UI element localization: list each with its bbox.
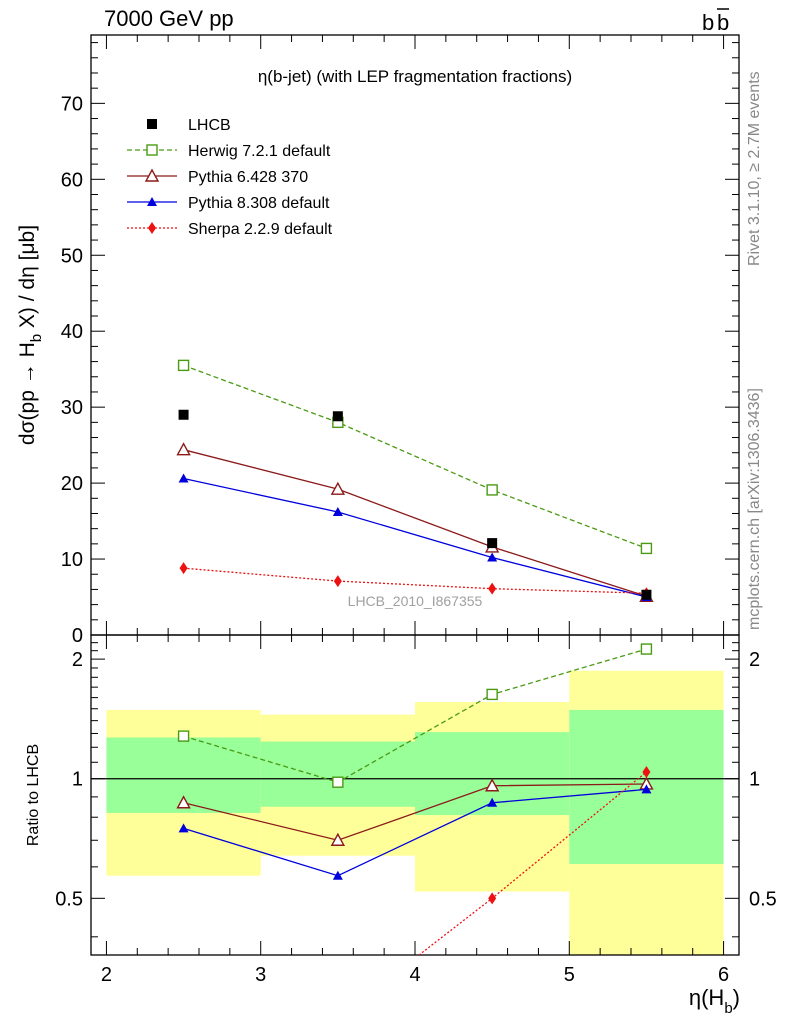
main-series-1-line	[183, 449, 647, 597]
ratio-series-0-point	[640, 643, 653, 655]
main-series-1-point	[176, 442, 191, 456]
ratio-series-3-point	[642, 765, 651, 778]
ratio-series-0-line	[183, 648, 647, 783]
ratio-series-3-point	[334, 1012, 342, 1024]
y-tick-label: 20	[61, 473, 83, 495]
legend-marker	[147, 119, 157, 129]
x-tick-label: 2	[101, 964, 112, 986]
main-series-3-line	[183, 567, 647, 594]
y-tick-label: 0	[72, 625, 83, 647]
x-tick-label: 4	[409, 964, 420, 986]
energy-label: 7000 GeV pp	[104, 6, 234, 31]
ratio-series-1-point	[484, 778, 500, 792]
y-tick-label: 40	[61, 321, 83, 343]
ratio-series-2-line	[183, 788, 647, 877]
ratio-series-3-point	[180, 980, 188, 992]
main-series-3-point	[488, 582, 497, 595]
legend-entry: LHCB	[147, 117, 231, 134]
process-label: b b	[702, 8, 729, 35]
legend-label: LHCB	[188, 117, 231, 134]
legend-label: Pythia 8.308 default	[188, 195, 330, 212]
svg-text:Ratio to LHCB: Ratio to LHCB	[25, 744, 42, 846]
ratio-series-1-line	[183, 783, 647, 841]
ratio-series-1-point	[176, 795, 191, 809]
legend-label: Sherpa 2.2.9 default	[188, 221, 333, 238]
main-series-group	[176, 359, 654, 602]
ratio-series-1-point	[330, 832, 346, 846]
legend-label: Pythia 6.428 370	[188, 169, 308, 186]
main-axis-ticks: 0 10 20 30 40 50 60 70	[61, 35, 739, 647]
main-y-axis-label: dσ(pp → Hb X) / dη [μb]	[16, 225, 45, 445]
legend-entry: Herwig 7.2.1 default	[127, 143, 331, 160]
legend-marker	[147, 197, 157, 206]
main-series-3-point	[333, 575, 342, 588]
legend-entry: Pythia 8.308 default	[127, 195, 330, 212]
ratio-series-0-point	[486, 688, 498, 701]
legend-marker	[144, 168, 160, 182]
ratio-y-axis-label: Ratio to LHCB	[25, 744, 42, 846]
ratio-series-2-point	[487, 797, 498, 807]
x-tick-label: 3	[255, 964, 266, 986]
legend-marker	[146, 144, 158, 156]
main-series-3-point	[179, 562, 188, 575]
legend-entry: Pythia 6.428 370	[127, 168, 308, 186]
main-series-2-point	[332, 506, 343, 516]
y-tick-label: 50	[61, 245, 83, 267]
y-tick-label: 60	[61, 169, 83, 191]
svg-text:b: b	[717, 10, 729, 35]
ratio-series-2-point	[332, 870, 343, 880]
svg-text:η(Hb): η(Hb)	[689, 985, 740, 1017]
svg-text:b: b	[702, 10, 714, 35]
lhcb-data-point	[332, 411, 343, 422]
legend-marker	[148, 222, 156, 234]
y-tick-label: 30	[61, 397, 83, 419]
main-series-0-point	[486, 484, 498, 496]
ratio-series-2-point	[641, 784, 652, 794]
lhcb-data-point	[487, 538, 498, 549]
ratio-y-tick-label: 1	[72, 769, 83, 791]
lhcb-data-point	[641, 589, 652, 600]
y-tick-label: 10	[61, 549, 83, 571]
ratio-series-3-line	[417, 771, 647, 955]
watermark: LHCB_2010_I867355	[348, 593, 483, 609]
main-series-1-point	[330, 481, 346, 495]
main-series-0-point	[640, 542, 653, 555]
main-series-0-point	[177, 359, 190, 372]
x-axis-label: η(Hb)	[689, 985, 740, 1017]
ratio-y-tick-label: 2	[72, 649, 83, 671]
chart-title: η(b-jet) (with LEP fragmentation fractio…	[258, 67, 572, 86]
main-series-2-line	[183, 477, 647, 598]
rivet-version-label: Rivet 3.1.10, ≥ 2.7M events	[746, 71, 763, 266]
ratio-series-0-point	[332, 776, 344, 788]
ratio-y-tick-label-right: 2	[749, 649, 760, 671]
ratio-series-group	[176, 643, 654, 1024]
y-tick-label: 70	[61, 93, 83, 115]
main-series-2-point	[487, 552, 498, 562]
main-series-2-point	[178, 473, 189, 483]
ratio-y-tick-label-right: 1	[749, 769, 760, 791]
x-tick-label: 6	[718, 964, 729, 986]
band-inner	[260, 741, 415, 807]
ratio-y-tick-label: 0.5	[55, 888, 83, 910]
legend-entry: Sherpa 2.2.9 default	[127, 221, 333, 238]
legend-label: Herwig 7.2.1 default	[188, 143, 331, 160]
ratio-y-tick-label-right: 0.5	[749, 888, 777, 910]
ratio-series-3-point	[488, 892, 497, 905]
ratio-axis-ticks: 0.5 0.5 1 1 2 2 2 3 4 5 6	[55, 635, 777, 986]
ratio-series-2-point	[178, 823, 189, 833]
lhcb-data-point	[178, 409, 189, 420]
svg-text:dσ(pp → Hb X) / dη [μb]: dσ(pp → Hb X) / dη [μb]	[16, 225, 45, 445]
main-series-0-line	[183, 364, 647, 550]
mcplots-label: mcplots.cern.ch [arXiv:1306.3436]	[746, 388, 763, 630]
x-tick-label: 5	[564, 964, 575, 986]
ratio-series-0-point	[177, 730, 190, 742]
legend: LHCB Herwig 7.2.1 default Pythia 6.428 370…	[127, 117, 333, 238]
